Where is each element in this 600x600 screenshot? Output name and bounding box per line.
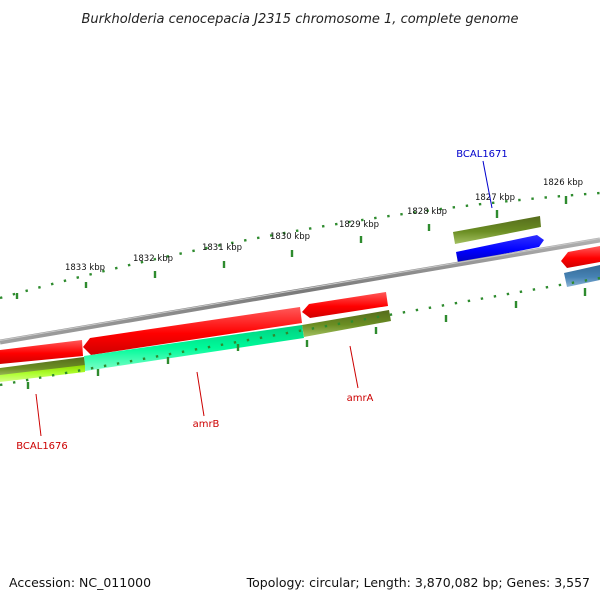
gene-olive-amrA-region (302, 310, 391, 337)
kbp-label: 1828 kbp (407, 207, 447, 217)
gene-chartreuse-left (0, 365, 85, 382)
gene-amrB (83, 307, 302, 355)
gene-label-amrB: amrB (193, 419, 220, 430)
kbp-label: 1832 kbp (133, 254, 173, 264)
forward-strand-genes-right (453, 216, 600, 287)
chromosome-backbone-highlight (0, 238, 600, 341)
accession-text: Accession: NC_011000 (9, 575, 151, 590)
leader-amrA (349, 345, 359, 389)
kbp-labels: 1833 kbp 1832 kbp 1831 kbp 1830 kbp 1829… (65, 178, 583, 273)
outer-tick-ring (0, 191, 600, 300)
inner-major-ticks (26, 288, 587, 389)
leader-amrB (196, 371, 205, 417)
gene-label-bcal1671: BCAL1671 (456, 149, 508, 160)
inner-tick-ring (0, 276, 600, 389)
gene-olive-left (0, 357, 85, 377)
kbp-label: 1833 kbp (65, 263, 105, 273)
gene-labels: BCAL1671 amrA amrB BCAL1676 (16, 149, 508, 452)
outer-major-ticks (15, 196, 568, 299)
chromosome-backbone (0, 237, 600, 345)
kbp-label: 1830 kbp (270, 232, 310, 242)
topology-text: Topology: circular; Length: 3,870,082 bp… (246, 575, 590, 590)
kbp-label: 1827 kbp (475, 193, 515, 203)
gene-steelblue-right (564, 265, 600, 287)
label-leader-lines (35, 160, 493, 437)
lower-ring-genes (0, 310, 391, 382)
reverse-strand-genes (0, 292, 388, 364)
gene-olive-bcal1671-upstream (453, 216, 541, 244)
gene-amrA (302, 292, 388, 318)
map-title: Burkholderia cenocepacia J2315 chromosom… (81, 12, 518, 27)
kbp-label: 1829 kbp (339, 220, 379, 230)
gene-red-left (0, 340, 83, 364)
leader-bcal1671 (482, 160, 493, 209)
gene-label-bcal1676: BCAL1676 (16, 441, 68, 452)
kbp-label: 1826 kbp (543, 178, 583, 188)
gene-label-amrA: amrA (347, 393, 374, 404)
gene-red-right (561, 246, 600, 268)
gene-bcal1671 (456, 235, 544, 263)
leader-bcal1676 (35, 393, 42, 437)
kbp-label: 1831 kbp (202, 243, 242, 253)
gene-spring-green-amrB-region (84, 325, 304, 371)
